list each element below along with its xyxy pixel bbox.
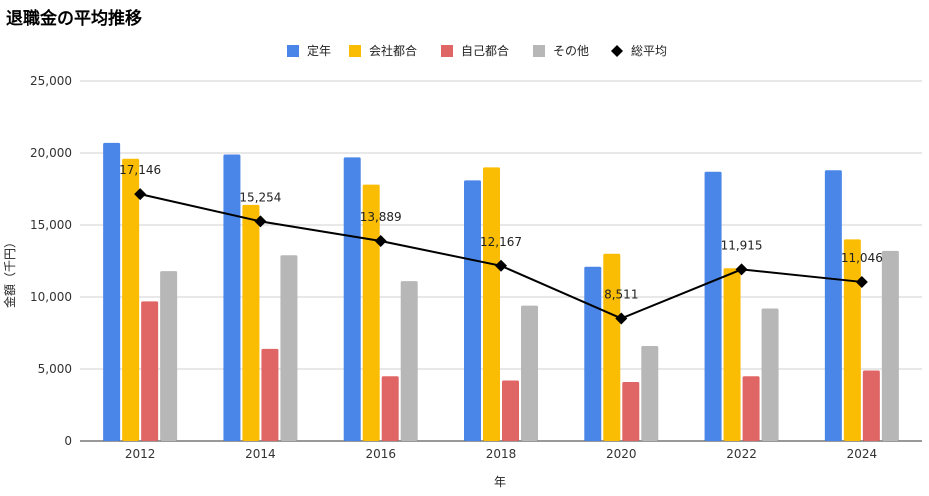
bar-2020-3 <box>641 345 659 441</box>
x-axis-label: 年 <box>494 475 506 489</box>
x-tick-label: 2016 <box>365 447 396 461</box>
legend-marker <box>611 45 623 57</box>
bar-2022-3 <box>761 308 779 441</box>
bar-2018-2 <box>502 380 519 441</box>
legend: 定年 会社都合 自己都合 その他 総平均 <box>287 43 667 58</box>
x-tick-label: 2018 <box>486 447 517 461</box>
bar-2012-2 <box>141 301 159 441</box>
x-tick-label: 2014 <box>245 447 276 461</box>
bar-2024-3 <box>881 250 899 441</box>
bar-2014-3 <box>280 255 298 441</box>
legend-swatch <box>349 45 361 57</box>
x-tick-label: 2022 <box>726 447 757 461</box>
x-tick-label: 2012 <box>125 447 156 461</box>
bar-2024-1 <box>843 239 861 441</box>
bar-2022-0 <box>704 171 722 441</box>
average-data-label: 12,167 <box>480 235 522 249</box>
bar-2012-0 <box>103 142 121 442</box>
y-tick-label: 20,000 <box>30 146 72 160</box>
bar-2020-2 <box>622 381 640 441</box>
legend-label: 定年 <box>307 43 331 58</box>
y-tick-label: 15,000 <box>30 218 72 232</box>
legend-label: 総平均 <box>631 44 667 58</box>
bar-2016-0 <box>343 157 361 441</box>
average-data-label: 15,254 <box>239 190 281 204</box>
y-tick-label: 5,000 <box>38 362 72 376</box>
average-data-label: 13,889 <box>360 210 402 224</box>
average-line: 17,146 15,254 13,889 12,167 8,511 11,915 11,04… <box>119 163 883 325</box>
average-point-2012 <box>134 188 147 201</box>
bar-2024-0 <box>824 170 842 441</box>
average-point-2018 <box>495 259 507 272</box>
bar-2024-2 <box>862 370 880 441</box>
grid-lines <box>80 80 922 442</box>
x-tick-label: 2020 <box>606 447 637 461</box>
bar-2014-0 <box>223 154 241 441</box>
bar-2018-3 <box>521 305 538 441</box>
average-data-label: 11,915 <box>721 238 763 252</box>
bar-2022-2 <box>742 376 760 441</box>
legend-label: 自己都合 <box>461 43 509 58</box>
legend-label: 会社都合 <box>369 43 417 58</box>
y-tick-label: 10,000 <box>30 290 72 304</box>
legend-swatch <box>287 45 299 57</box>
x-axis: 2012 2014 2016 2018 2020 2022 2024 <box>125 447 877 461</box>
average-data-label: 8,511 <box>604 287 638 301</box>
legend-swatch <box>533 45 545 57</box>
bar-2018-0 <box>464 180 481 442</box>
y-axis-label: 金額（千円） <box>2 236 17 308</box>
x-tick-label: 2024 <box>847 447 878 461</box>
average-point-2014 <box>254 215 267 228</box>
bar-2022-1 <box>723 268 741 441</box>
average-data-label: 17,146 <box>119 163 161 177</box>
average-data-label: 11,046 <box>841 251 883 265</box>
bar-2014-1 <box>242 204 260 441</box>
bar-2014-2 <box>261 348 279 441</box>
chart-title: 退職金の平均推移 <box>6 8 142 29</box>
bar-2012-1 <box>122 158 140 441</box>
bar-2012-3 <box>160 271 178 441</box>
bar-2016-1 <box>362 184 380 441</box>
average-point-2022 <box>735 263 748 276</box>
average-point-2024 <box>855 275 868 288</box>
legend-swatch <box>441 45 453 57</box>
bar-2016-3 <box>400 281 418 441</box>
y-tick-label: 25,000 <box>30 74 72 88</box>
average-point-2020 <box>615 312 628 325</box>
bar-2020-0 <box>584 266 602 441</box>
average-point-2016 <box>374 234 387 247</box>
bar-2018-1 <box>483 167 500 441</box>
bar-2020-1 <box>603 253 621 441</box>
bars <box>103 142 899 442</box>
legend-label: その他 <box>553 44 589 58</box>
y-tick-label: 0 <box>64 434 72 448</box>
bar-2016-2 <box>381 376 399 441</box>
y-axis: 0 5,000 10,000 15,000 20,000 25,000 <box>30 74 72 448</box>
